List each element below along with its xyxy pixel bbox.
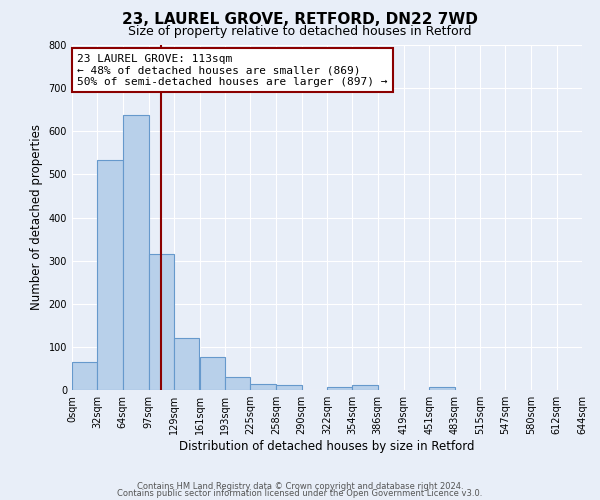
X-axis label: Distribution of detached houses by size in Retford: Distribution of detached houses by size … <box>179 440 475 453</box>
Text: Contains HM Land Registry data © Crown copyright and database right 2024.: Contains HM Land Registry data © Crown c… <box>137 482 463 491</box>
Text: 23, LAUREL GROVE, RETFORD, DN22 7WD: 23, LAUREL GROVE, RETFORD, DN22 7WD <box>122 12 478 28</box>
Bar <box>97 160 122 390</box>
Bar <box>174 338 199 390</box>
Bar <box>225 376 250 390</box>
Text: Contains public sector information licensed under the Open Government Licence v3: Contains public sector information licen… <box>118 489 482 498</box>
Text: Size of property relative to detached houses in Retford: Size of property relative to detached ho… <box>128 25 472 38</box>
Bar <box>122 116 149 390</box>
Y-axis label: Number of detached properties: Number of detached properties <box>30 124 43 310</box>
Bar <box>327 386 352 390</box>
Bar <box>149 254 174 390</box>
Bar <box>72 362 97 390</box>
Bar <box>429 386 455 390</box>
Bar <box>250 384 277 390</box>
Text: 23 LAUREL GROVE: 113sqm
← 48% of detached houses are smaller (869)
50% of semi-d: 23 LAUREL GROVE: 113sqm ← 48% of detache… <box>77 54 388 87</box>
Bar <box>199 357 225 390</box>
Bar <box>277 386 302 390</box>
Bar <box>352 386 377 390</box>
